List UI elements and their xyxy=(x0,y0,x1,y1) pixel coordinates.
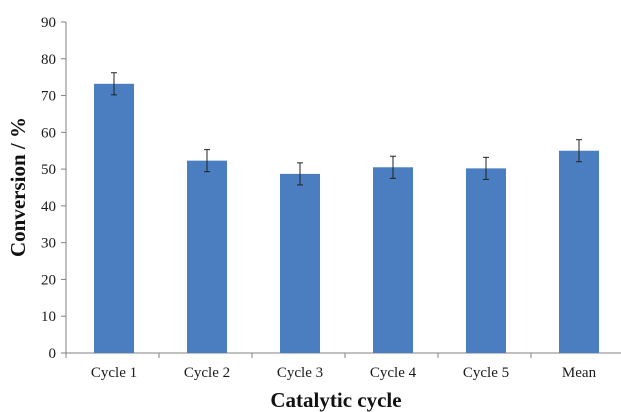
x-tick-label: Mean xyxy=(562,365,597,381)
y-tick-label: 80 xyxy=(41,52,56,68)
y-tick-label: 20 xyxy=(41,272,56,288)
y-tick-label: 0 xyxy=(49,346,57,362)
bar xyxy=(280,173,320,353)
bar xyxy=(187,160,227,353)
error-bar xyxy=(390,155,396,179)
y-tick-label: 60 xyxy=(41,125,56,141)
x-tick-label: Cycle 5 xyxy=(463,365,509,381)
error-bars xyxy=(111,72,582,186)
error-bar xyxy=(576,139,582,163)
bar xyxy=(373,167,413,353)
x-tick-label: Cycle 2 xyxy=(184,365,230,381)
y-axis: 0 10 20 30 40 50 60 70 80 90 xyxy=(41,15,67,362)
bar xyxy=(559,150,599,353)
y-tick-label: 30 xyxy=(41,236,56,252)
y-tick-label: 10 xyxy=(41,309,56,325)
y-tick-label: 50 xyxy=(41,162,56,178)
error-bar xyxy=(204,149,210,173)
bar-series xyxy=(94,83,599,353)
error-bar xyxy=(297,162,303,186)
x-axis-title: Catalytic cycle xyxy=(270,388,401,412)
x-tick-label: Cycle 1 xyxy=(91,365,137,381)
y-tick-label: 70 xyxy=(41,89,56,105)
y-tick-label: 40 xyxy=(41,199,56,215)
bar xyxy=(94,83,134,353)
y-axis-title: Conversion / % xyxy=(6,117,30,257)
x-axis: Cycle 1 Cycle 2 Cycle 3 Cycle 4 Cycle 5 Mean xyxy=(65,352,621,381)
x-tick-label: Cycle 4 xyxy=(370,365,417,381)
bar xyxy=(466,168,506,353)
error-bar xyxy=(111,72,117,96)
y-tick-label: 90 xyxy=(41,15,56,31)
x-tick-label: Cycle 3 xyxy=(277,365,323,381)
error-bar xyxy=(483,156,489,180)
